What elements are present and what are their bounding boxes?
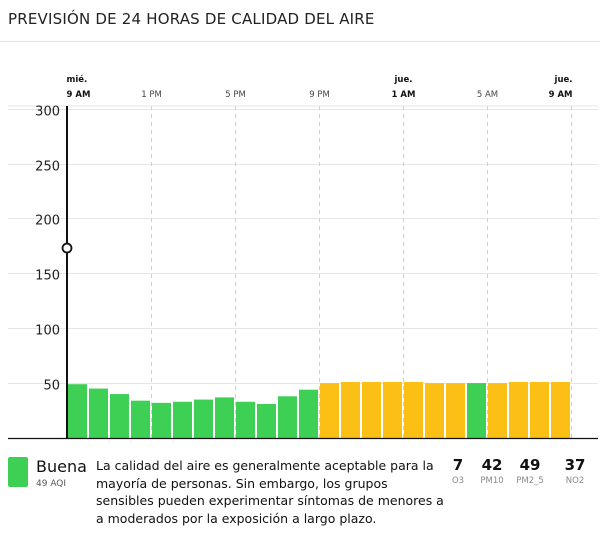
y-tick-label: 150 — [35, 269, 60, 284]
aqi-bar — [383, 382, 402, 438]
x-tick-label: 5 AM — [477, 90, 498, 100]
aqi-bar — [278, 396, 297, 438]
aqi-bar — [131, 400, 150, 438]
y-tick-label: 300 — [35, 105, 60, 120]
y-tick-label: 200 — [35, 214, 60, 229]
aqi-bar — [173, 401, 192, 438]
aqi-bar — [509, 382, 528, 438]
x-tick-day-label: mié. — [67, 74, 88, 85]
x-tick-label: 9 AM — [67, 90, 91, 100]
legend-aqi: 49 AQI — [36, 479, 67, 489]
aqi-bar-chart: 50 100 150 200 250 300 mié. 9 AM 1 PM 5 PM 9 PM jue… — [8, 74, 598, 440]
aqi-bar — [551, 382, 570, 438]
pollutant-name: NO2 — [565, 476, 585, 486]
x-tick-label: 5 PM — [225, 90, 246, 100]
pollutant-name: PM2_5 — [516, 476, 544, 486]
pollutant-pm2-5: 49 PM2_5 — [508, 456, 552, 486]
pollutant-pm10: 42 PM10 — [470, 456, 514, 486]
aqi-bar — [488, 383, 507, 438]
aqi-bar — [89, 388, 108, 438]
pollutant-value: 7 — [452, 456, 464, 474]
aqi-bar — [341, 382, 360, 438]
aqi-bar — [446, 383, 465, 438]
aqi-bar — [152, 402, 171, 438]
aqi-bar — [362, 382, 381, 438]
air-quality-description: La calidad del aire es generalmente acep… — [96, 458, 444, 526]
x-tick-day-label: jue. — [394, 75, 413, 85]
aqi-bar — [215, 397, 234, 438]
aqi-bar — [467, 383, 486, 438]
legend-label: Buena — [36, 457, 87, 476]
y-tick-label: 250 — [35, 160, 60, 175]
pollutant-value: 42 — [481, 456, 503, 474]
x-tick-day-label: jue. — [554, 75, 573, 85]
legend-swatch — [8, 457, 28, 487]
x-tick-label: 1 AM — [392, 90, 416, 100]
pollutant-no2: 37 NO2 — [553, 456, 597, 486]
aqi-bar — [404, 382, 423, 438]
y-tick-label: 100 — [35, 324, 60, 339]
pollutant-value: 37 — [564, 456, 586, 474]
aqi-bar — [257, 403, 276, 438]
aqi-bar — [194, 399, 213, 438]
aqi-bar — [320, 383, 339, 438]
x-tick-label: 9 PM — [309, 90, 330, 100]
pollutant-o3: 7 O3 — [436, 456, 480, 486]
x-tick-label: 1 PM — [141, 90, 162, 100]
title-divider — [0, 41, 600, 42]
x-tick-label: 9 AM — [549, 90, 573, 100]
aqi-bar — [425, 383, 444, 438]
aqi-bar — [236, 401, 255, 438]
pollutant-value: 49 — [519, 456, 541, 474]
pollutant-name: O3 — [451, 476, 465, 486]
aqi-bar — [68, 384, 87, 438]
chart-title: PREVISIÓN DE 24 HORAS DE CALIDAD DEL AIR… — [8, 10, 375, 28]
pollutant-name: PM10 — [480, 476, 504, 486]
aqi-bar — [299, 389, 318, 438]
y-tick-label: 50 — [43, 379, 60, 394]
current-value-marker — [61, 242, 73, 254]
aqi-bar — [530, 382, 549, 438]
aqi-bar — [110, 394, 129, 438]
